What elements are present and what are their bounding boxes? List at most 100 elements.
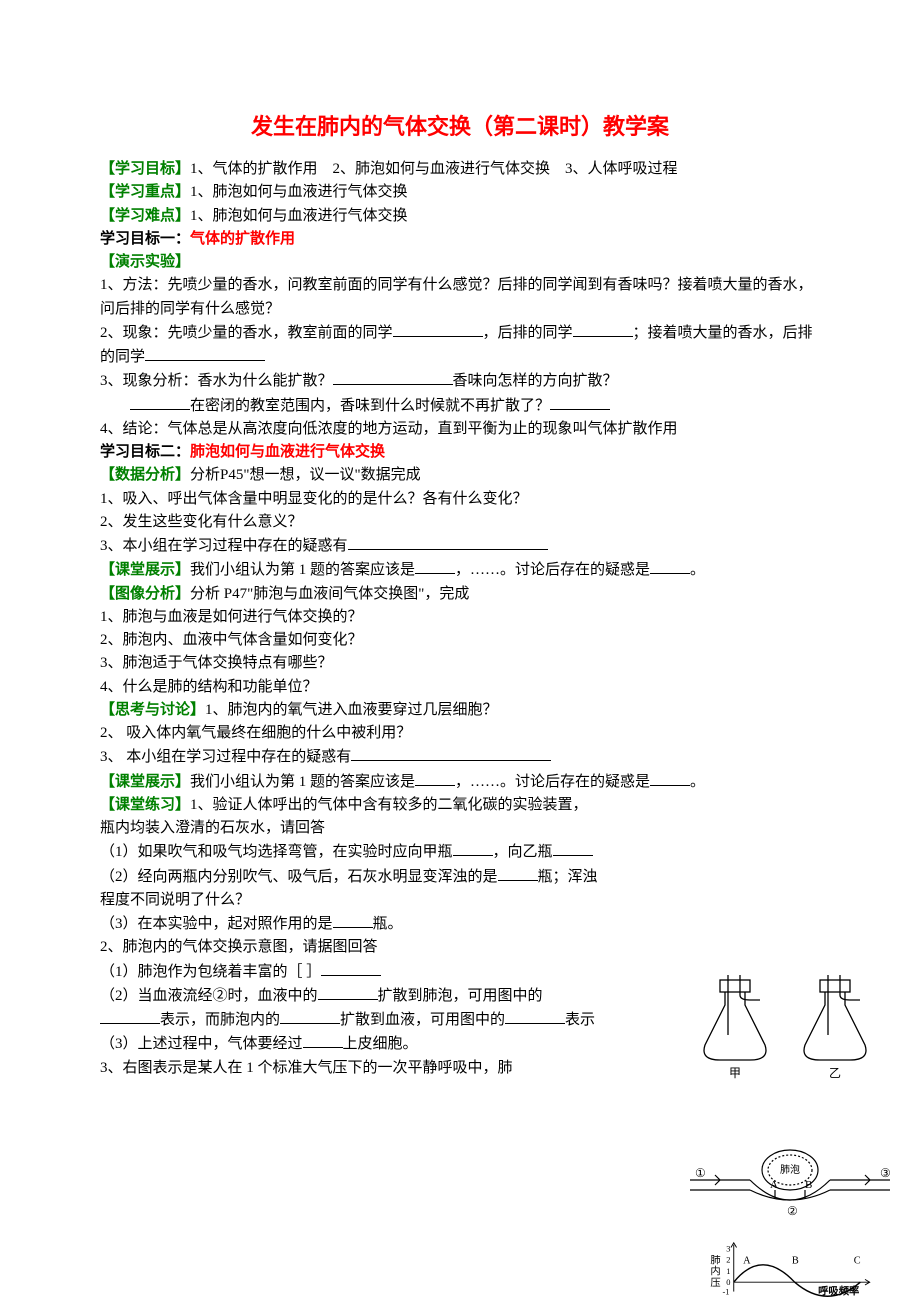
discuss-q2: 2、 吸入体内氧气最终在细胞的什么中被利用？ (100, 722, 820, 745)
present1-tail: 。 (690, 562, 705, 578)
objective-2-heading: 学习目标二：肺泡如何与血液进行气体交换 (100, 441, 820, 464)
ex-q1-1b: ，向乙瓶 (493, 844, 553, 860)
demo-l3a: 3、现象分析：香水为什么能扩散？ (100, 373, 333, 389)
ia-q1: 1、肺泡与血液是如何进行气体交换的？ (100, 606, 820, 629)
demo-l4: 4、结论：气体总是从高浓度向低浓度的地方运动，直到平衡为止的现象叫气体扩散作用 (100, 418, 820, 441)
lung-n2: ② (787, 1204, 798, 1218)
discuss-q3: 3、 本小组在学习过程中存在的疑惑有 (100, 745, 820, 769)
bottle-right-label: 乙 (829, 1066, 841, 1080)
blank (351, 745, 551, 761)
ex-q2-3: （3）上述过程中，气体要经过 上皮细胞。 (100, 1032, 600, 1056)
blank (505, 1008, 565, 1024)
lung-B: B (805, 1179, 812, 1191)
discuss-q1: 1、肺泡内的氧气进入血液要穿过几层细胞？ (205, 702, 498, 718)
blank (415, 770, 455, 786)
obj1-text: 气体的扩散作用 (190, 231, 295, 247)
objective-1-heading: 学习目标一：气体的扩散作用 (100, 228, 820, 251)
present1-label: 【课堂展示】 (100, 562, 190, 578)
present1-a: 我们小组认为第 1 题的答案应该是 (190, 562, 415, 578)
demo-label: 【演示实验】 (100, 254, 190, 270)
focus-line: 【学习重点】1、肺泡如何与血液进行气体交换 (100, 181, 820, 204)
ex-q1-2: （2）经向两瓶内分别吹气、吸气后，石灰水明显变浑浊的是瓶；浑浊程度不同说明了什么… (100, 865, 600, 913)
lung-n3: ③ (880, 1166, 891, 1180)
graph-ym1: -1 (723, 1286, 730, 1296)
ex-q2-1: （1）肺泡作为包绕着丰富的［ ］ (100, 960, 600, 984)
lung-figure: ① ② ③ A B 肺泡 (680, 1135, 900, 1225)
ex-q1-3b: 瓶。 (373, 916, 403, 932)
ia-q2: 2、肺泡内、血液中气体含量如何变化？ (100, 629, 820, 652)
focus-text: 1、肺泡如何与血液进行气体交换 (190, 184, 408, 200)
da-q3-text: 3、本小组在学习过程中存在的疑惑有 (100, 538, 348, 554)
ex-q2-intro: 2、肺泡内的气体交换示意图，请据图回答 (100, 936, 600, 959)
graph-ylabel-2: 内 (710, 1265, 720, 1278)
ex-q3: 3、右图表示是某人在 1 个标准大气压下的一次平静呼吸中，肺 (100, 1057, 600, 1080)
difficulty-line: 【学习难点】1、肺泡如何与血液进行气体交换 (100, 205, 820, 228)
blank (145, 345, 265, 361)
blank (348, 534, 548, 550)
data-analysis-label: 【数据分析】 (100, 467, 190, 483)
blank (393, 321, 483, 337)
obj2-prefix: 学习目标二： (100, 444, 190, 460)
graph-y3: 3 (726, 1243, 730, 1253)
ex-q1-1: （1）如果吹气和吸气均选择弯管，在实验时应向甲瓶 ，向乙瓶 (100, 840, 600, 864)
goal-1: 1、气体的扩散作用 (190, 161, 318, 177)
ex-q2-1-text: （1）肺泡作为包绕着丰富的［ ］ (100, 964, 321, 980)
blank (280, 1008, 340, 1024)
blank (333, 912, 373, 928)
goal-3: 3、人体呼吸过程 (565, 161, 678, 177)
lung-A: A (770, 1179, 778, 1191)
present-1: 【课堂展示】我们小组认为第 1 题的答案应该是 ，……。讨论后存在的疑惑是 。 (100, 558, 820, 582)
blank (318, 984, 378, 1000)
discuss-label: 【思考与讨论】 (100, 702, 205, 718)
ia-q4: 4、什么是肺的结构和功能单位？ (100, 676, 820, 699)
ex-q2-2a: （2）当血液流经②时，血液中的 (100, 988, 318, 1004)
graph-C: C (854, 1255, 861, 1266)
ex-q2-2b: 扩散到肺泡，可用图中的 (378, 988, 543, 1004)
blank (650, 558, 690, 574)
ex-q1-2a: （2）经向两瓶内分别吹气、吸气后，石灰水明显变浑浊的是 (100, 869, 498, 885)
exercise-label: 【课堂练习】 (100, 797, 190, 813)
blank (550, 394, 610, 410)
present-2: 【课堂展示】我们小组认为第 1 题的答案应该是，……。讨论后存在的疑惑是。 (100, 770, 820, 794)
da-q2: 2、发生这些变化有什么意义？ (100, 511, 820, 534)
demo-l3c: 在密闭的教室范围内，香味到什么时候就不再扩散了？ (190, 398, 550, 414)
ex-q1-1a: （1）如果吹气和吸气均选择弯管，在实验时应向甲瓶 (100, 844, 453, 860)
present1-b: ，……。讨论后存在的疑惑是 (455, 562, 650, 578)
graph-A: A (743, 1255, 751, 1266)
demo-l2b: ，后排的同学 (483, 325, 573, 341)
present2-label: 【课堂展示】 (100, 774, 190, 790)
blank (130, 394, 190, 410)
blank (415, 558, 455, 574)
difficulty-text: 1、肺泡如何与血液进行气体交换 (190, 208, 408, 224)
demo-l3: 3、现象分析：香水为什么能扩散？ 香味向怎样的方向扩散？ (100, 369, 820, 393)
ex-q2-2e: 表示 (565, 1012, 595, 1028)
present2-tail: 。 (690, 774, 705, 790)
ex-q2-2c: 表示，而肺泡内的 (160, 1012, 280, 1028)
img-analysis-intro: 分析 P47"肺泡与血液间气体交换图"，完成 (190, 586, 469, 602)
ex-q2-3a: （3）上述过程中，气体要经过 (100, 1036, 303, 1052)
graph-B: B (792, 1255, 799, 1266)
demo-l3b: 香味向怎样的方向扩散？ (453, 373, 618, 389)
blank (453, 840, 493, 856)
page-title: 发生在肺内的气体交换（第二课时）教学案 (100, 110, 820, 144)
demo-l1: 1、方法：先喷少量的香水，问教室前面的同学有什么感觉？后排的同学闻到有香味吗？接… (100, 274, 820, 321)
blank (321, 960, 381, 976)
obj2-text: 肺泡如何与血液进行气体交换 (190, 444, 385, 460)
demo-l2: 2、现象：先喷少量的香水，教室前面的同学，后排的同学；接着喷大量的香水，后排的同… (100, 321, 820, 370)
bottles-figure: 甲 乙 (690, 975, 890, 1085)
ex-q2-3b: 上皮细胞。 (343, 1036, 418, 1052)
goals-label: 【学习目标】 (100, 161, 190, 177)
bottle-left-label: 甲 (729, 1066, 741, 1080)
ex-q2-2: （2）当血液流经②时，血液中的 扩散到肺泡，可用图中的表示，而肺泡内的 扩散到血液，… (100, 984, 600, 1033)
graph-ylabel-1: 肺 (710, 1254, 720, 1266)
demo-l3-line2: 在密闭的教室范围内，香味到什么时候就不再扩散了？ (100, 394, 820, 418)
graph-xlabel: 呼吸频率 (818, 1284, 859, 1297)
discuss-head: 【思考与讨论】1、肺泡内的氧气进入血液要穿过几层细胞？ (100, 699, 820, 722)
blank (650, 770, 690, 786)
difficulty-label: 【学习难点】 (100, 208, 190, 224)
da-q3: 3、本小组在学习过程中存在的疑惑有 (100, 534, 820, 558)
exercise-head: 【课堂练习】1、验证人体呼出的气体中含有较多的二氧化碳的实验装置，瓶内均装入澄清… (100, 794, 600, 841)
graph-figure: 肺 内 压 3 2 1 0 -1 A B C 呼吸频率 (700, 1240, 880, 1300)
ex-q1-3a: （3）在本实验中，起对照作用的是 (100, 916, 333, 932)
ex-q2-2d: 扩散到血液，可用图中的 (340, 1012, 505, 1028)
